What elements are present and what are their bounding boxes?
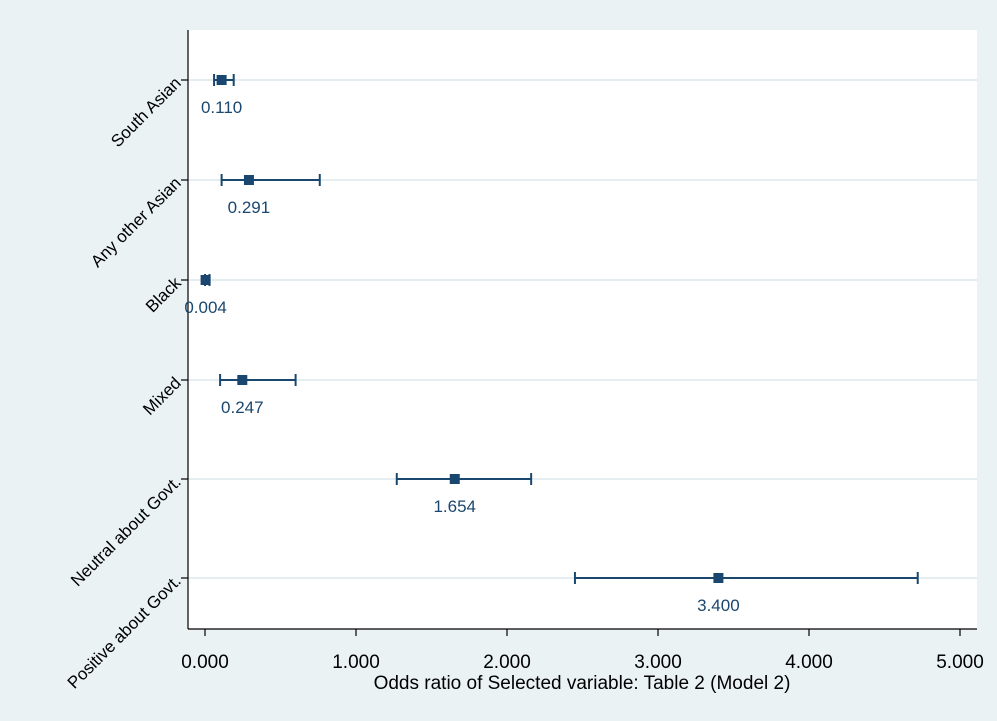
point-marker (243, 175, 254, 185)
value-label: 0.004 (184, 298, 227, 317)
x-tick-label: 5.000 (936, 652, 984, 673)
x-tick-label: 0.000 (181, 652, 229, 673)
point-marker (713, 573, 724, 583)
point-marker (449, 474, 460, 484)
data-marks: 0.110 0.291 0.004 0.247 1.654 3.400 (184, 74, 919, 615)
x-tick-label: 3.000 (634, 652, 682, 673)
x-axis-label: Odds ratio of Selected variable: Table 2… (374, 673, 791, 694)
point-marker (216, 75, 227, 85)
value-label: 0.110 (201, 98, 242, 117)
x-tick-label: 1.000 (332, 652, 380, 673)
value-label: 0.247 (221, 398, 264, 417)
value-label: 0.291 (228, 198, 271, 217)
point-marker (237, 375, 248, 385)
x-tick-label: 2.000 (483, 652, 531, 673)
plot-area (188, 30, 977, 629)
point-marker (200, 275, 211, 285)
value-label: 3.400 (697, 596, 740, 615)
value-label: 1.654 (433, 497, 476, 516)
x-tick-label: 4.000 (785, 652, 833, 673)
